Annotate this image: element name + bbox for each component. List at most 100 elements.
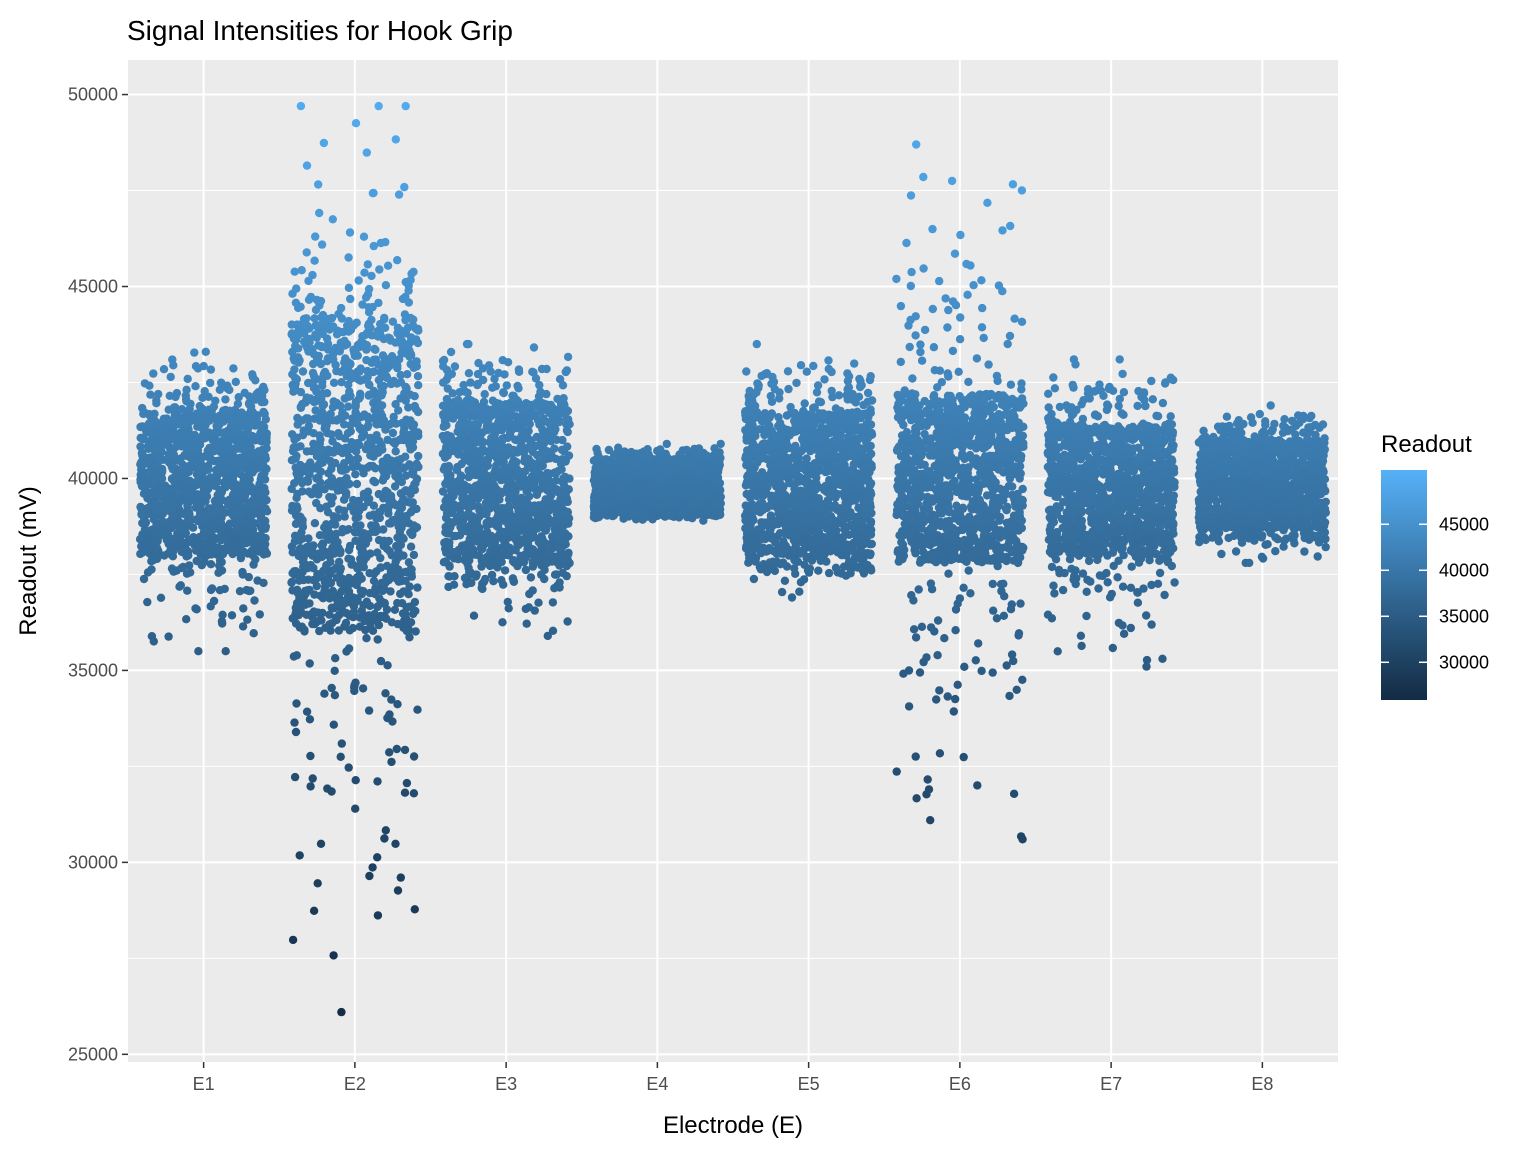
data-point (405, 498, 414, 507)
data-point (715, 510, 725, 519)
data-point (402, 512, 411, 522)
data-point (381, 578, 390, 587)
data-point (236, 453, 245, 462)
data-point (413, 428, 423, 437)
data-point (317, 240, 327, 249)
data-point (230, 533, 239, 542)
data-point (685, 512, 694, 521)
data-point (195, 401, 204, 411)
data-point (396, 589, 405, 599)
data-point (318, 608, 327, 618)
data-point (247, 420, 257, 429)
data-point (520, 454, 530, 464)
data-point (137, 542, 146, 551)
data-point (352, 594, 361, 603)
data-point (713, 448, 723, 458)
data-point (521, 467, 530, 476)
data-point (317, 342, 326, 351)
data-point (207, 584, 217, 593)
data-point (159, 414, 168, 423)
data-point (509, 576, 518, 585)
data-point (229, 364, 238, 373)
data-point (538, 461, 547, 470)
data-point (498, 535, 507, 544)
data-point (537, 364, 547, 374)
data-point (513, 381, 522, 391)
data-point (510, 489, 519, 498)
data-point (394, 406, 403, 415)
data-point (562, 366, 572, 375)
data-point (498, 408, 508, 418)
data-point (310, 314, 319, 323)
data-point (407, 602, 416, 611)
data-point (677, 510, 686, 519)
data-point (259, 382, 268, 391)
data-point (394, 471, 403, 480)
data-point (364, 303, 373, 312)
data-point (383, 261, 393, 270)
data-point (391, 839, 400, 848)
data-point (206, 473, 215, 482)
data-point (545, 547, 554, 556)
data-point (325, 610, 334, 619)
data-point (143, 568, 153, 577)
data-point (519, 526, 528, 535)
data-point (177, 442, 186, 451)
data-point (210, 535, 219, 544)
data-point (291, 354, 300, 363)
data-point (563, 617, 572, 626)
data-point (248, 370, 257, 379)
data-point (294, 551, 303, 561)
data-point (213, 477, 223, 486)
data-point (626, 482, 635, 492)
data-point (344, 283, 354, 292)
data-point (446, 432, 455, 441)
data-point (373, 602, 383, 611)
data-point (236, 470, 245, 479)
data-point (168, 552, 178, 561)
data-point (166, 447, 175, 457)
data-point (150, 513, 159, 522)
data-point (225, 464, 235, 474)
data-point (563, 442, 572, 451)
data-point (527, 544, 536, 554)
data-point (315, 208, 324, 218)
data-point (287, 320, 296, 329)
data-point (329, 512, 338, 521)
data-point (445, 448, 454, 457)
data-point (255, 610, 264, 619)
data-point (183, 501, 192, 510)
data-point (404, 558, 414, 567)
data-point (522, 478, 531, 487)
data-point (163, 520, 173, 529)
data-point (248, 538, 257, 548)
data-point (438, 487, 448, 496)
data-point (379, 525, 388, 534)
data-point (414, 451, 423, 461)
data-point (200, 557, 209, 566)
data-point (363, 260, 372, 269)
data-point (150, 446, 159, 455)
series-E2 (287, 101, 423, 1017)
data-point (235, 587, 245, 596)
data-point (322, 421, 331, 430)
data-point (289, 387, 298, 396)
data-point (369, 576, 379, 586)
data-point (376, 319, 385, 329)
data-point (365, 569, 374, 578)
data-point (365, 871, 374, 881)
data-point (309, 383, 319, 393)
data-point (191, 382, 200, 391)
data-point (613, 497, 622, 507)
data-point (488, 491, 498, 501)
data-point (296, 442, 305, 451)
data-point (398, 609, 408, 618)
data-point (302, 447, 312, 456)
data-point (504, 443, 513, 452)
data-point (146, 460, 156, 469)
data-point (156, 469, 165, 479)
data-point (345, 387, 354, 396)
data-point (598, 499, 608, 508)
data-point (341, 411, 350, 420)
data-point (138, 434, 147, 443)
